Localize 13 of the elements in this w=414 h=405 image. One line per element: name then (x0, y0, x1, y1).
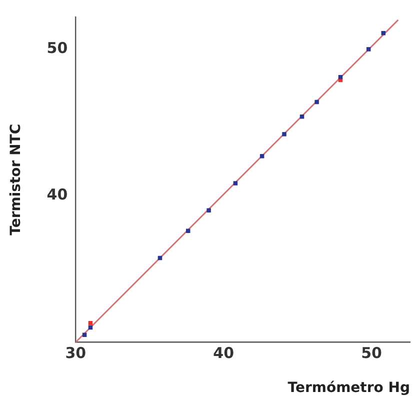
y-axis-title: Termistor NTC (8, 124, 24, 236)
x-tick-label: 40 (213, 344, 234, 362)
point (282, 132, 286, 136)
x-tick-label: 50 (361, 344, 382, 362)
point (260, 154, 264, 158)
x-axis-title: Termómetro Hg (288, 380, 410, 396)
point (206, 208, 211, 212)
point (186, 228, 190, 233)
x-tick-label: 30 (65, 344, 86, 362)
point (314, 100, 319, 104)
point (366, 47, 371, 52)
point (88, 321, 93, 326)
point (233, 181, 238, 186)
